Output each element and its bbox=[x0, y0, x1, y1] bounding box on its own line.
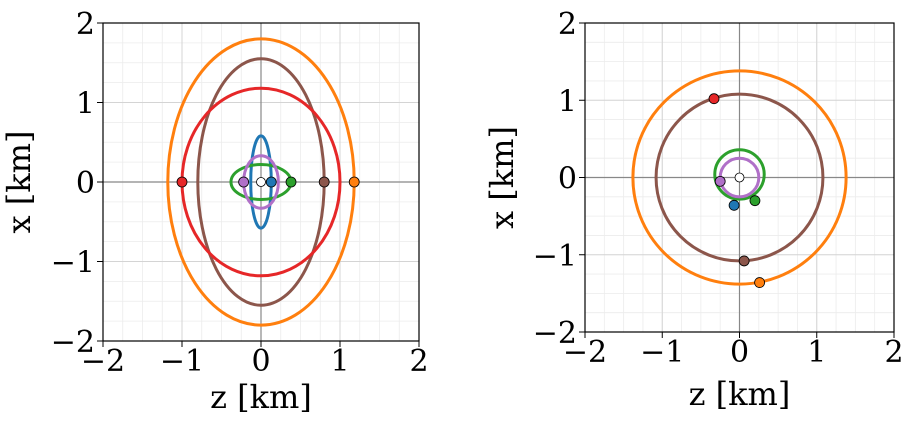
x-tick-label: 2 bbox=[409, 344, 428, 379]
x-tick-label: 1 bbox=[330, 344, 349, 379]
x-tick-label: 0 bbox=[730, 335, 749, 370]
position-marker-0 bbox=[348, 176, 360, 188]
left-orbit-chart: −2 −1 0 1 2 −2 −1 0 1 2 z [km] x [km] bbox=[0, 7, 429, 416]
y-tick-label: 2 bbox=[76, 7, 95, 42]
position-marker-3 bbox=[714, 175, 726, 187]
x-tick-label: −2 bbox=[563, 335, 607, 370]
x-axis-label: z [km] bbox=[210, 378, 312, 416]
y-tick-label: −2 bbox=[533, 316, 577, 351]
x-tick-label: −1 bbox=[640, 335, 684, 370]
y-tick-label: 1 bbox=[558, 84, 577, 119]
position-marker-3 bbox=[265, 176, 277, 188]
y-tick-label: −2 bbox=[51, 325, 95, 360]
y-tick-label: 1 bbox=[76, 87, 95, 122]
center-marker bbox=[734, 172, 745, 183]
y-axis-label: x [km] bbox=[483, 126, 521, 229]
y-tick-label: −1 bbox=[51, 246, 95, 281]
axis-ticks: −2 −1 0 1 2 −2 −1 0 1 2 bbox=[533, 7, 904, 370]
axis-ticks: −2 −1 0 1 2 −2 −1 0 1 2 bbox=[51, 7, 429, 379]
y-axis-label: x [km] bbox=[0, 131, 38, 234]
orbit-curve-2 bbox=[713, 148, 766, 201]
right-orbit-chart: −2 −1 0 1 2 −2 −1 0 1 2 z [km] x [km] bbox=[483, 7, 904, 413]
orbit-markers bbox=[708, 93, 765, 288]
position-marker-5 bbox=[728, 199, 740, 211]
y-tick-label: −1 bbox=[533, 239, 577, 274]
x-tick-label: −1 bbox=[160, 344, 204, 379]
orbit-curve-0 bbox=[631, 69, 848, 286]
x-tick-label: −2 bbox=[81, 344, 125, 379]
x-tick-label: 2 bbox=[884, 335, 903, 370]
position-marker-2 bbox=[749, 195, 761, 207]
position-marker-5 bbox=[238, 176, 250, 188]
x-axis-label: z [km] bbox=[689, 375, 791, 413]
position-marker-1 bbox=[318, 176, 330, 188]
position-marker-0 bbox=[754, 277, 765, 288]
position-marker-4 bbox=[285, 176, 297, 188]
y-tick-label: 0 bbox=[558, 162, 577, 197]
y-tick-label: 0 bbox=[76, 166, 95, 201]
center-marker bbox=[256, 177, 266, 187]
x-tick-label: 1 bbox=[807, 335, 826, 370]
x-tick-label: 0 bbox=[251, 344, 270, 379]
position-marker-2 bbox=[176, 176, 188, 188]
position-marker-1 bbox=[738, 255, 750, 267]
orbit-markers bbox=[176, 176, 360, 188]
y-tick-label: 2 bbox=[558, 7, 577, 42]
position-marker-4 bbox=[708, 93, 720, 105]
